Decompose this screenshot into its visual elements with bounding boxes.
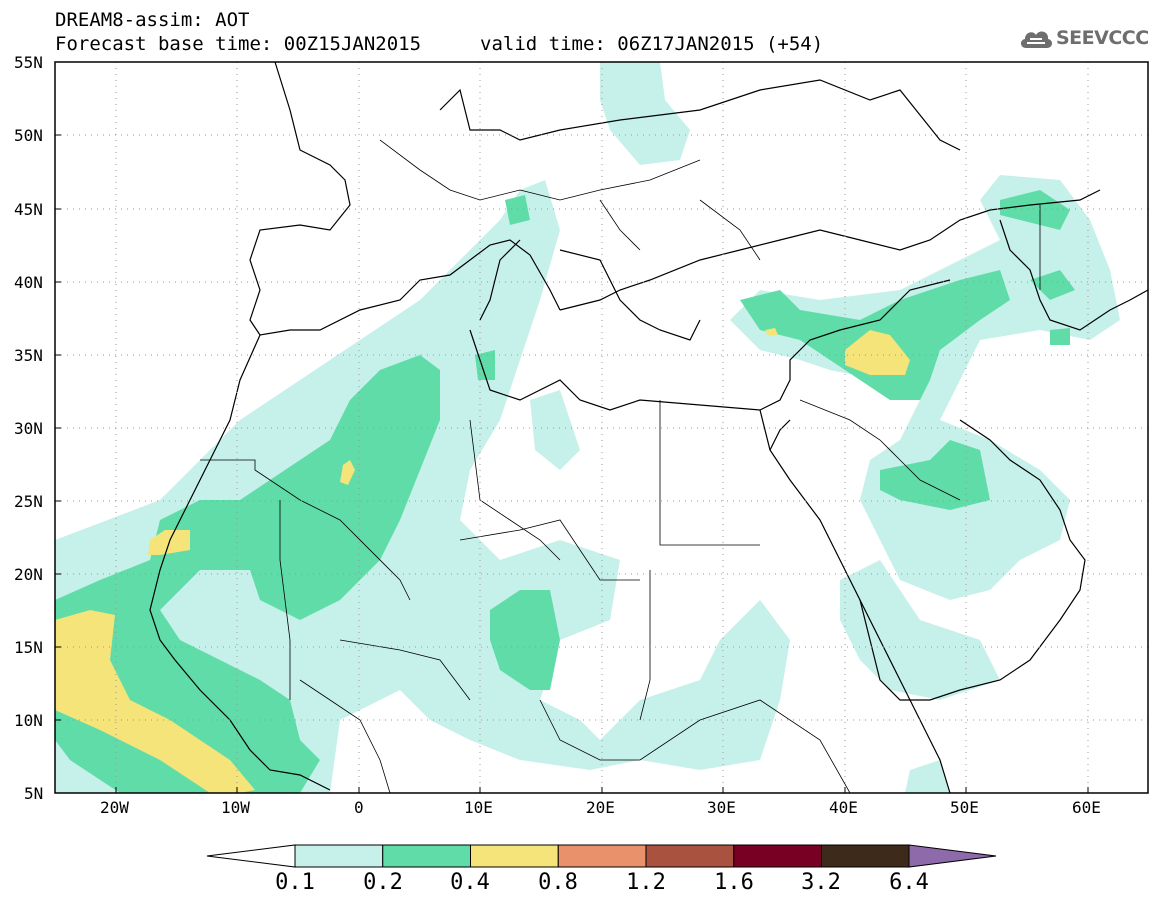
lon-label: 20E [586,798,615,817]
lat-label: 30N [14,419,43,438]
political-borders [200,139,1041,793]
colorbar-label: 0.4 [450,870,490,895]
colorbar-over-arrow [908,844,997,868]
colorbar-label: 1.2 [626,870,666,895]
colorbar-label: 0.2 [363,870,403,895]
lat-label: 10N [14,711,43,730]
colorbar-bin-5 [645,844,735,868]
colorbar-bin-3 [470,844,559,868]
forecast-base-time: Forecast base time: 00Z15JAN2015 [55,33,422,55]
lat-label: 15N [14,638,43,657]
lon-label: 50E [950,798,979,817]
colorbar-under-arrow [206,844,296,868]
gridlines [55,62,1148,793]
colorbar-label: 3.2 [801,870,841,895]
colorbar-bin-7 [821,844,910,868]
colorbar [206,844,997,868]
lat-label: 55N [14,53,43,72]
seevccc-logo: SEEVCCC [1018,24,1149,52]
lon-label: 10W [221,798,250,817]
valid-time: valid time: 06Z17JAN2015 (+54) [480,33,824,55]
lat-label: 5N [24,784,44,803]
colorbar-label: 1.6 [714,870,754,895]
logo-text: SEEVCCC [1056,27,1149,49]
colorbar-bin-2 [382,844,471,868]
colorbar-bin-6 [733,844,822,868]
cloud-icon [1020,31,1053,48]
lat-label: 25N [14,492,43,511]
coastlines [149,62,1148,793]
colorbar-label: 6.4 [889,870,929,895]
lon-label: 30E [707,798,736,817]
lat-label: 45N [14,200,43,219]
lon-label: 0 [354,798,364,817]
colorbar-label: 0.8 [538,870,578,895]
lon-label: 60E [1072,798,1101,817]
lon-label: 20W [100,798,129,817]
colorbar-bin-1 [294,844,384,868]
lon-label: 10E [464,798,493,817]
lat-label: 20N [14,565,43,584]
lon-label: 40E [829,798,858,817]
colorbar-label: 0.1 [275,870,315,895]
tick-marks [55,61,1089,793]
lat-label: 50N [14,126,43,145]
aot-shading [55,62,1120,793]
map-title: DREAM8-assim: AOT [55,9,250,31]
lat-label: 40N [14,273,43,292]
lat-label: 35N [14,346,43,365]
colorbar-bin-4 [557,844,647,868]
